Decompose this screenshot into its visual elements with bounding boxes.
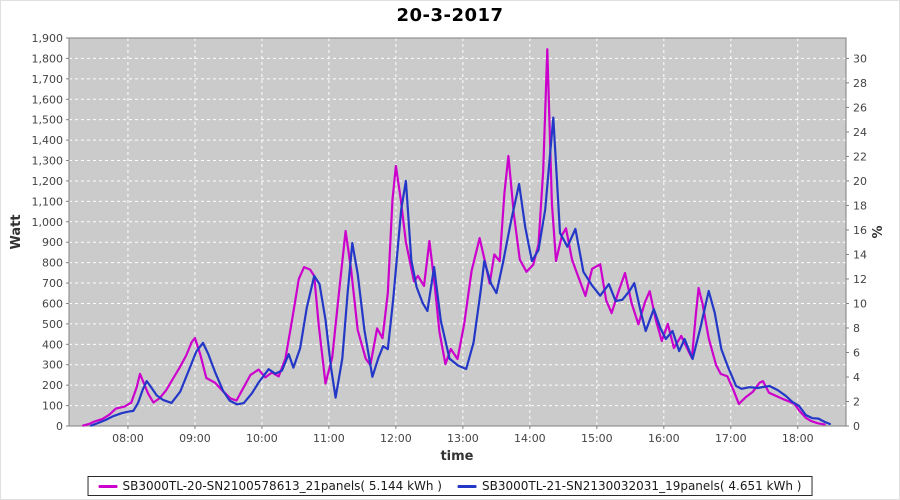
y-left-tick-label: 800 bbox=[42, 257, 63, 270]
y-right-tick-label: 6 bbox=[853, 346, 860, 359]
x-tick-label: 09:00 bbox=[179, 432, 211, 445]
y-right-tick-label: 30 bbox=[853, 52, 867, 65]
y-right-tick-label: 22 bbox=[853, 150, 867, 163]
y-left-tick-label: 1,100 bbox=[32, 195, 64, 208]
x-tick-label: 12:00 bbox=[380, 432, 412, 445]
y-left-tick-label: 1,700 bbox=[32, 73, 64, 86]
y-right-tick-label: 10 bbox=[853, 297, 867, 310]
y-left-tick-label: 200 bbox=[42, 379, 63, 392]
y-left-tick-label: 100 bbox=[42, 400, 63, 413]
legend-label-inverter-21: SB3000TL-21-SN2130032031_19panels( 4.651… bbox=[482, 479, 802, 493]
series-0-line-marker bbox=[98, 484, 118, 488]
y-right-tick-label: 2 bbox=[853, 395, 860, 408]
y-right-tick-label: 24 bbox=[853, 126, 867, 139]
plot-area bbox=[69, 38, 846, 426]
y-right-tick-label: 8 bbox=[853, 322, 860, 335]
y-left-tick-label: 600 bbox=[42, 297, 63, 310]
x-tick-label: 08:00 bbox=[112, 432, 144, 445]
chart-title: 20-3-2017 bbox=[396, 5, 504, 26]
y-right-tick-label: 26 bbox=[853, 101, 867, 114]
y-right-tick-label: 12 bbox=[853, 273, 867, 286]
y-left-tick-label: 1,800 bbox=[32, 52, 64, 65]
y-left-tick-label: 1,200 bbox=[32, 175, 64, 188]
legend-item-inverter-21: SB3000TL-21-SN2130032031_19panels( 4.651… bbox=[458, 479, 801, 493]
legend: SB3000TL-20-SN2100578613_21panels( 5.144… bbox=[87, 476, 813, 496]
legend-item-inverter-20: SB3000TL-20-SN2100578613_21panels( 5.144… bbox=[98, 479, 442, 493]
y-left-tick-label: 500 bbox=[42, 318, 63, 331]
y-axis-label-left: Watt bbox=[9, 214, 24, 250]
x-tick-label: 17:00 bbox=[715, 432, 747, 445]
y-right-tick-label: 14 bbox=[853, 248, 867, 261]
x-tick-label: 18:00 bbox=[782, 432, 814, 445]
x-tick-label: 14:00 bbox=[514, 432, 546, 445]
x-axis-label: time bbox=[440, 449, 474, 464]
y-left-tick-label: 1,300 bbox=[32, 155, 64, 168]
series-1-line-marker bbox=[458, 484, 477, 488]
y-axis-label-right: % bbox=[871, 225, 886, 239]
x-tick-label: 10:00 bbox=[246, 432, 278, 445]
y-left-tick-label: 1,000 bbox=[32, 216, 64, 229]
x-tick-label: 15:00 bbox=[581, 432, 613, 445]
legend-label-inverter-20: SB3000TL-20-SN2100578613_21panels( 5.144… bbox=[122, 479, 442, 493]
y-right-tick-label: 20 bbox=[853, 175, 867, 188]
plot-border bbox=[68, 37, 847, 427]
y-left-tick-label: 1,900 bbox=[32, 32, 64, 45]
series-line-1 bbox=[89, 116, 832, 427]
y-left-tick-label: 1,600 bbox=[32, 93, 64, 106]
y-left-tick-label: 900 bbox=[42, 236, 63, 249]
y-right-tick-label: 28 bbox=[853, 77, 867, 90]
y-left-tick-label: 400 bbox=[42, 338, 63, 351]
series-line-0 bbox=[81, 48, 826, 427]
y-left-tick-label: 1,500 bbox=[32, 114, 64, 127]
x-tick-label: 13:00 bbox=[447, 432, 479, 445]
y-right-tick-label: 4 bbox=[853, 371, 860, 384]
y-left-tick-label: 300 bbox=[42, 359, 63, 372]
y-left-tick-label: 1,400 bbox=[32, 134, 64, 147]
y-right-tick-label: 16 bbox=[853, 224, 867, 237]
x-tick-label: 16:00 bbox=[648, 432, 680, 445]
y-left-tick-label: 0 bbox=[56, 420, 63, 433]
y-right-tick-label: 18 bbox=[853, 199, 867, 212]
y-right-tick-label: 0 bbox=[853, 420, 860, 433]
y-left-tick-label: 700 bbox=[42, 277, 63, 290]
x-tick-label: 11:00 bbox=[313, 432, 345, 445]
